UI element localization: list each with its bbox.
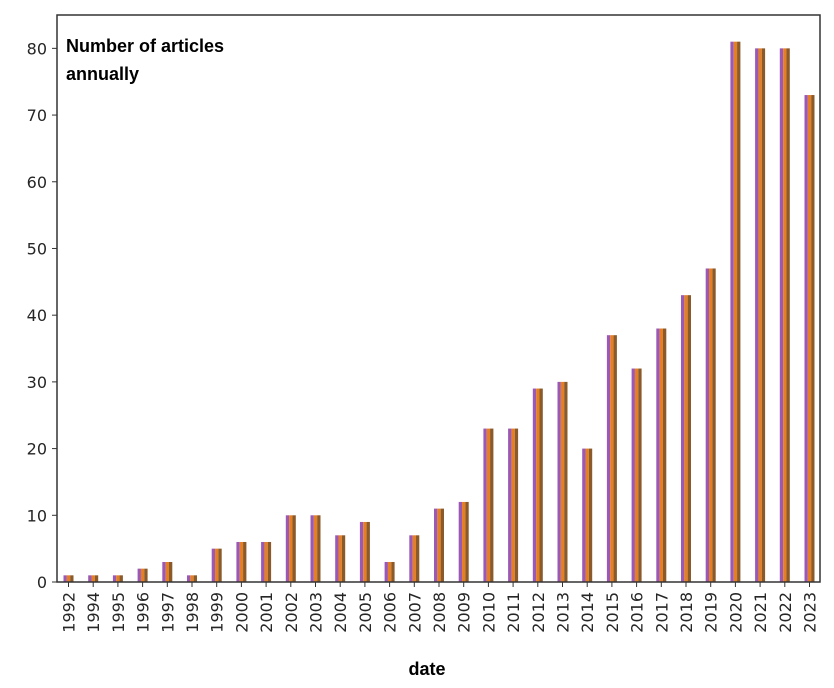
x-tick-label-2004: 2004 (331, 592, 350, 633)
x-tick-label-2023: 2023 (801, 592, 820, 633)
y-tick-label-40: 40 (27, 306, 47, 325)
bar-2018 (681, 295, 691, 582)
x-tick-label-1994: 1994 (84, 592, 103, 633)
x-tick-label-2015: 2015 (603, 592, 622, 633)
bar-2010 (483, 428, 494, 582)
bar-1997 (162, 561, 173, 582)
x-tick-label-2002: 2002 (282, 592, 301, 633)
y-tick-label-0: 0 (37, 573, 47, 592)
x-tick-label-2017: 2017 (652, 592, 671, 633)
x-tick-label-2021: 2021 (751, 592, 770, 633)
y-tick-label-20: 20 (27, 440, 47, 459)
x-tick-label-2014: 2014 (578, 592, 597, 633)
x-tick-label-2008: 2008 (430, 592, 449, 633)
x-tick-label-2012: 2012 (529, 592, 548, 633)
chart-title-line-2: annually (66, 64, 139, 84)
y-tick-label-10: 10 (27, 506, 47, 525)
bar-2006 (384, 561, 395, 582)
x-tick-label-2003: 2003 (307, 592, 326, 633)
bar-1996 (137, 568, 148, 582)
y-tick-label-80: 80 (27, 39, 47, 58)
x-tick-label-2007: 2007 (405, 592, 424, 633)
bar-2016 (631, 368, 642, 582)
x-tick-label-1992: 1992 (60, 592, 79, 633)
bar-2003 (310, 515, 321, 582)
x-tick-label-2016: 2016 (628, 592, 647, 633)
bar-2009 (458, 501, 469, 582)
x-axis-ticks: 1992 1994 1995 1996 1997 1998 1999 2000 2001 2002… (60, 582, 820, 633)
x-tick-label-2005: 2005 (356, 592, 375, 633)
bar-1994 (88, 575, 99, 582)
plot-area (57, 15, 820, 582)
bar-1999 (211, 548, 222, 582)
y-tick-label-30: 30 (27, 373, 47, 392)
bar-2000 (236, 541, 247, 582)
x-tick-label-2019: 2019 (702, 592, 721, 633)
x-axis-label: date (408, 659, 445, 679)
x-tick-label-1999: 1999 (208, 592, 227, 633)
bar-2017 (656, 328, 667, 582)
bar-2005 (359, 521, 370, 582)
bar-2012 (532, 388, 543, 582)
x-tick-label-2000: 2000 (232, 592, 251, 633)
bar-2014 (582, 448, 593, 582)
bar-2011 (508, 428, 519, 582)
x-tick-label-2011: 2011 (504, 592, 523, 633)
bar-2022 (779, 48, 790, 582)
y-tick-label-60: 60 (27, 173, 47, 192)
bar-2019 (705, 268, 716, 582)
bar-1998 (187, 575, 197, 582)
x-tick-label-2009: 2009 (455, 592, 474, 633)
x-tick-label-1998: 1998 (183, 592, 202, 633)
y-tick-label-70: 70 (27, 106, 47, 125)
x-tick-label-2001: 2001 (257, 592, 276, 633)
y-tick-label-50: 50 (27, 239, 47, 258)
bar-2021 (755, 48, 766, 582)
chart-title-line-1: Number of articles (66, 36, 224, 56)
bar-2020 (730, 41, 741, 582)
x-tick-label-2006: 2006 (381, 592, 400, 633)
x-tick-label-2020: 2020 (726, 592, 745, 633)
x-tick-label-1997: 1997 (158, 592, 177, 633)
x-tick-label-2010: 2010 (479, 592, 498, 633)
bar-2007 (409, 535, 420, 582)
x-tick-label-2018: 2018 (677, 592, 696, 633)
bar-2023 (804, 95, 815, 582)
bar-1995 (112, 575, 123, 582)
x-tick-label-1995: 1995 (109, 592, 128, 633)
plot-frame (56, 14, 821, 583)
bar-2015 (606, 335, 617, 582)
bar-2013 (557, 381, 568, 582)
bar-1992 (63, 575, 74, 582)
x-tick-label-1996: 1996 (134, 592, 153, 633)
bar-2002 (285, 515, 296, 582)
x-tick-label-2022: 2022 (776, 592, 795, 633)
bar-2008 (434, 508, 444, 582)
y-axis-ticks: 0 10 20 30 40 50 60 70 80 (27, 39, 57, 592)
bars-group (63, 41, 815, 582)
bar-2001 (261, 541, 272, 582)
x-tick-label-2013: 2013 (554, 592, 573, 633)
bar-2004 (335, 535, 346, 582)
